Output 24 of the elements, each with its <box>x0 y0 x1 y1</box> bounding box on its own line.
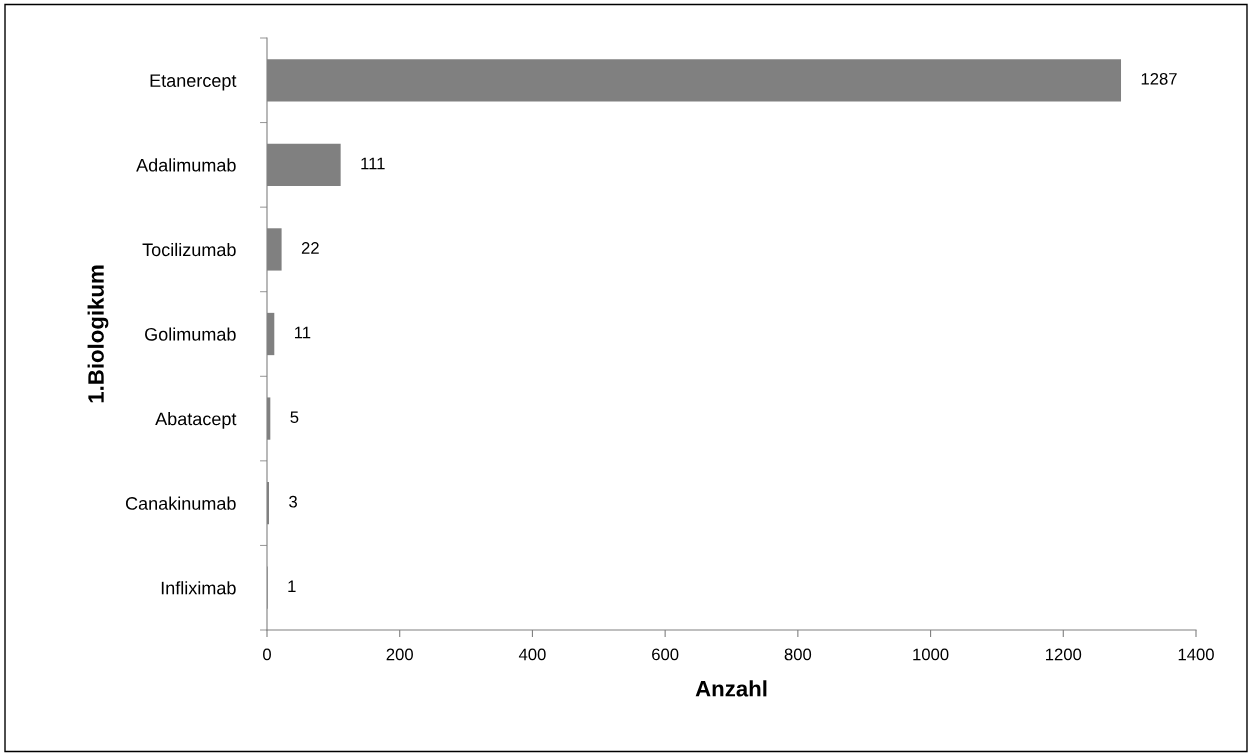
y-tick-label: Tocilizumab <box>142 242 236 257</box>
y-tick-label: Golimumab <box>145 327 236 341</box>
data-label: 111 <box>361 157 385 170</box>
x-tick-label: 1400 <box>1178 648 1214 661</box>
x-tick-label: 1000 <box>913 648 949 661</box>
y-axis-title: 1.Biologikum <box>87 265 109 403</box>
x-tick-label: 400 <box>518 648 546 661</box>
data-label: 3 <box>289 495 297 508</box>
y-tick-label: Canakinumab <box>125 496 236 510</box>
data-label: 5 <box>290 411 299 424</box>
x-tick-label: 600 <box>652 648 679 661</box>
y-tick-label: Adalimumab <box>136 158 236 172</box>
data-label: 1287 <box>1141 72 1177 85</box>
y-tick-label: Abatacept <box>155 412 237 429</box>
x-tick-label: 1200 <box>1046 648 1082 661</box>
x-axis-title: Anzahl <box>695 680 767 697</box>
data-label: 1 <box>288 580 296 593</box>
data-label: 11 <box>295 326 311 339</box>
x-tick-label: 0 <box>263 648 271 661</box>
x-tick-label: 800 <box>784 648 812 661</box>
y-tick-label: Etanercept <box>150 74 237 91</box>
data-label: 22 <box>301 242 319 254</box>
y-tick-label: Infliximab <box>161 581 236 595</box>
x-tick-label: 200 <box>386 648 413 661</box>
